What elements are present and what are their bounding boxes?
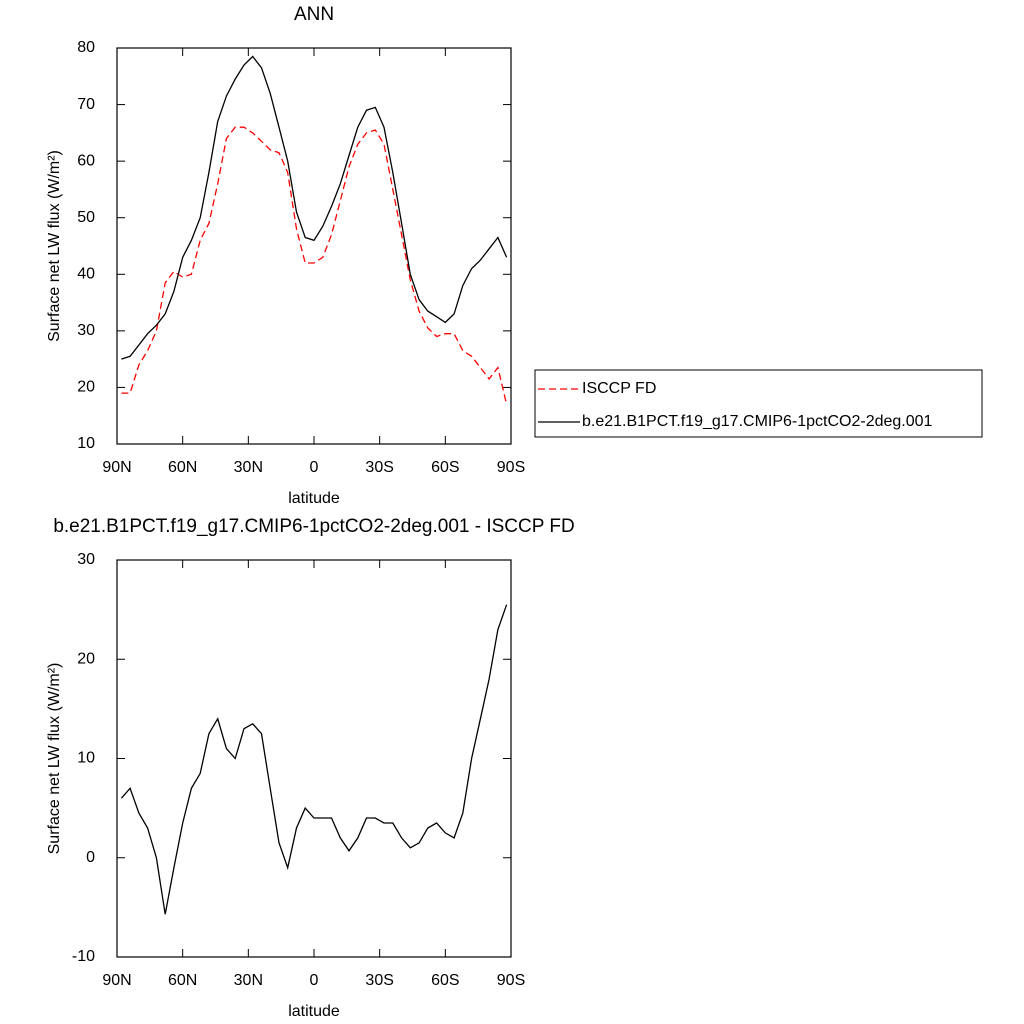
x-tick-label: 0: [310, 459, 319, 476]
x-tick-label: 90S: [497, 972, 525, 989]
chart-title: ANN: [294, 4, 334, 25]
data-line: [121, 126, 508, 405]
plot-frame: [116, 559, 512, 958]
x-axis-label: latitude: [288, 490, 340, 507]
legend-label: ISCCP FD: [582, 380, 656, 397]
y-tick-label: 10: [77, 435, 95, 452]
y-tick-label: 40: [77, 266, 95, 283]
x-tick-label: 30S: [365, 459, 393, 476]
data-line: [120, 604, 508, 915]
legend-box: [534, 369, 983, 438]
chart-title: b.e21.B1PCT.f19_g17.CMIP6-1pctCO2-2deg.0…: [53, 516, 574, 537]
plot-frame: [116, 47, 512, 445]
x-tick-label: 60S: [431, 972, 459, 989]
y-tick-label: 30: [77, 322, 95, 339]
y-tick-label: 0: [86, 849, 95, 866]
y-tick-label: 60: [77, 152, 95, 169]
y-axis-label: Surface net LW flux (W/m²): [46, 150, 63, 342]
y-tick-label: -10: [72, 948, 95, 965]
y-axis-label: Surface net LW flux (W/m²): [46, 663, 63, 855]
x-tick-label: 90N: [102, 972, 131, 989]
x-tick-label: 30S: [365, 972, 393, 989]
x-tick-label: 30N: [234, 459, 263, 476]
x-tick-label: 60N: [168, 972, 197, 989]
y-tick-label: 20: [77, 379, 95, 396]
x-axis-label: latitude: [288, 1003, 340, 1020]
legend-label: b.e21.B1PCT.f19_g17.CMIP6-1pctCO2-2deg.0…: [582, 413, 933, 430]
x-tick-label: 30N: [234, 972, 263, 989]
x-tick-label: 0: [310, 972, 319, 989]
y-tick-label: 20: [77, 650, 95, 667]
x-tick-label: 60S: [431, 459, 459, 476]
y-tick-label: 80: [77, 39, 95, 56]
data-line: [121, 55, 508, 360]
x-tick-label: 90S: [497, 459, 525, 476]
y-tick-label: 30: [77, 551, 95, 568]
y-tick-label: 50: [77, 209, 95, 226]
y-tick-label: 70: [77, 96, 95, 113]
x-tick-label: 90N: [102, 459, 131, 476]
y-tick-label: 10: [77, 750, 95, 767]
x-tick-label: 60N: [168, 459, 197, 476]
